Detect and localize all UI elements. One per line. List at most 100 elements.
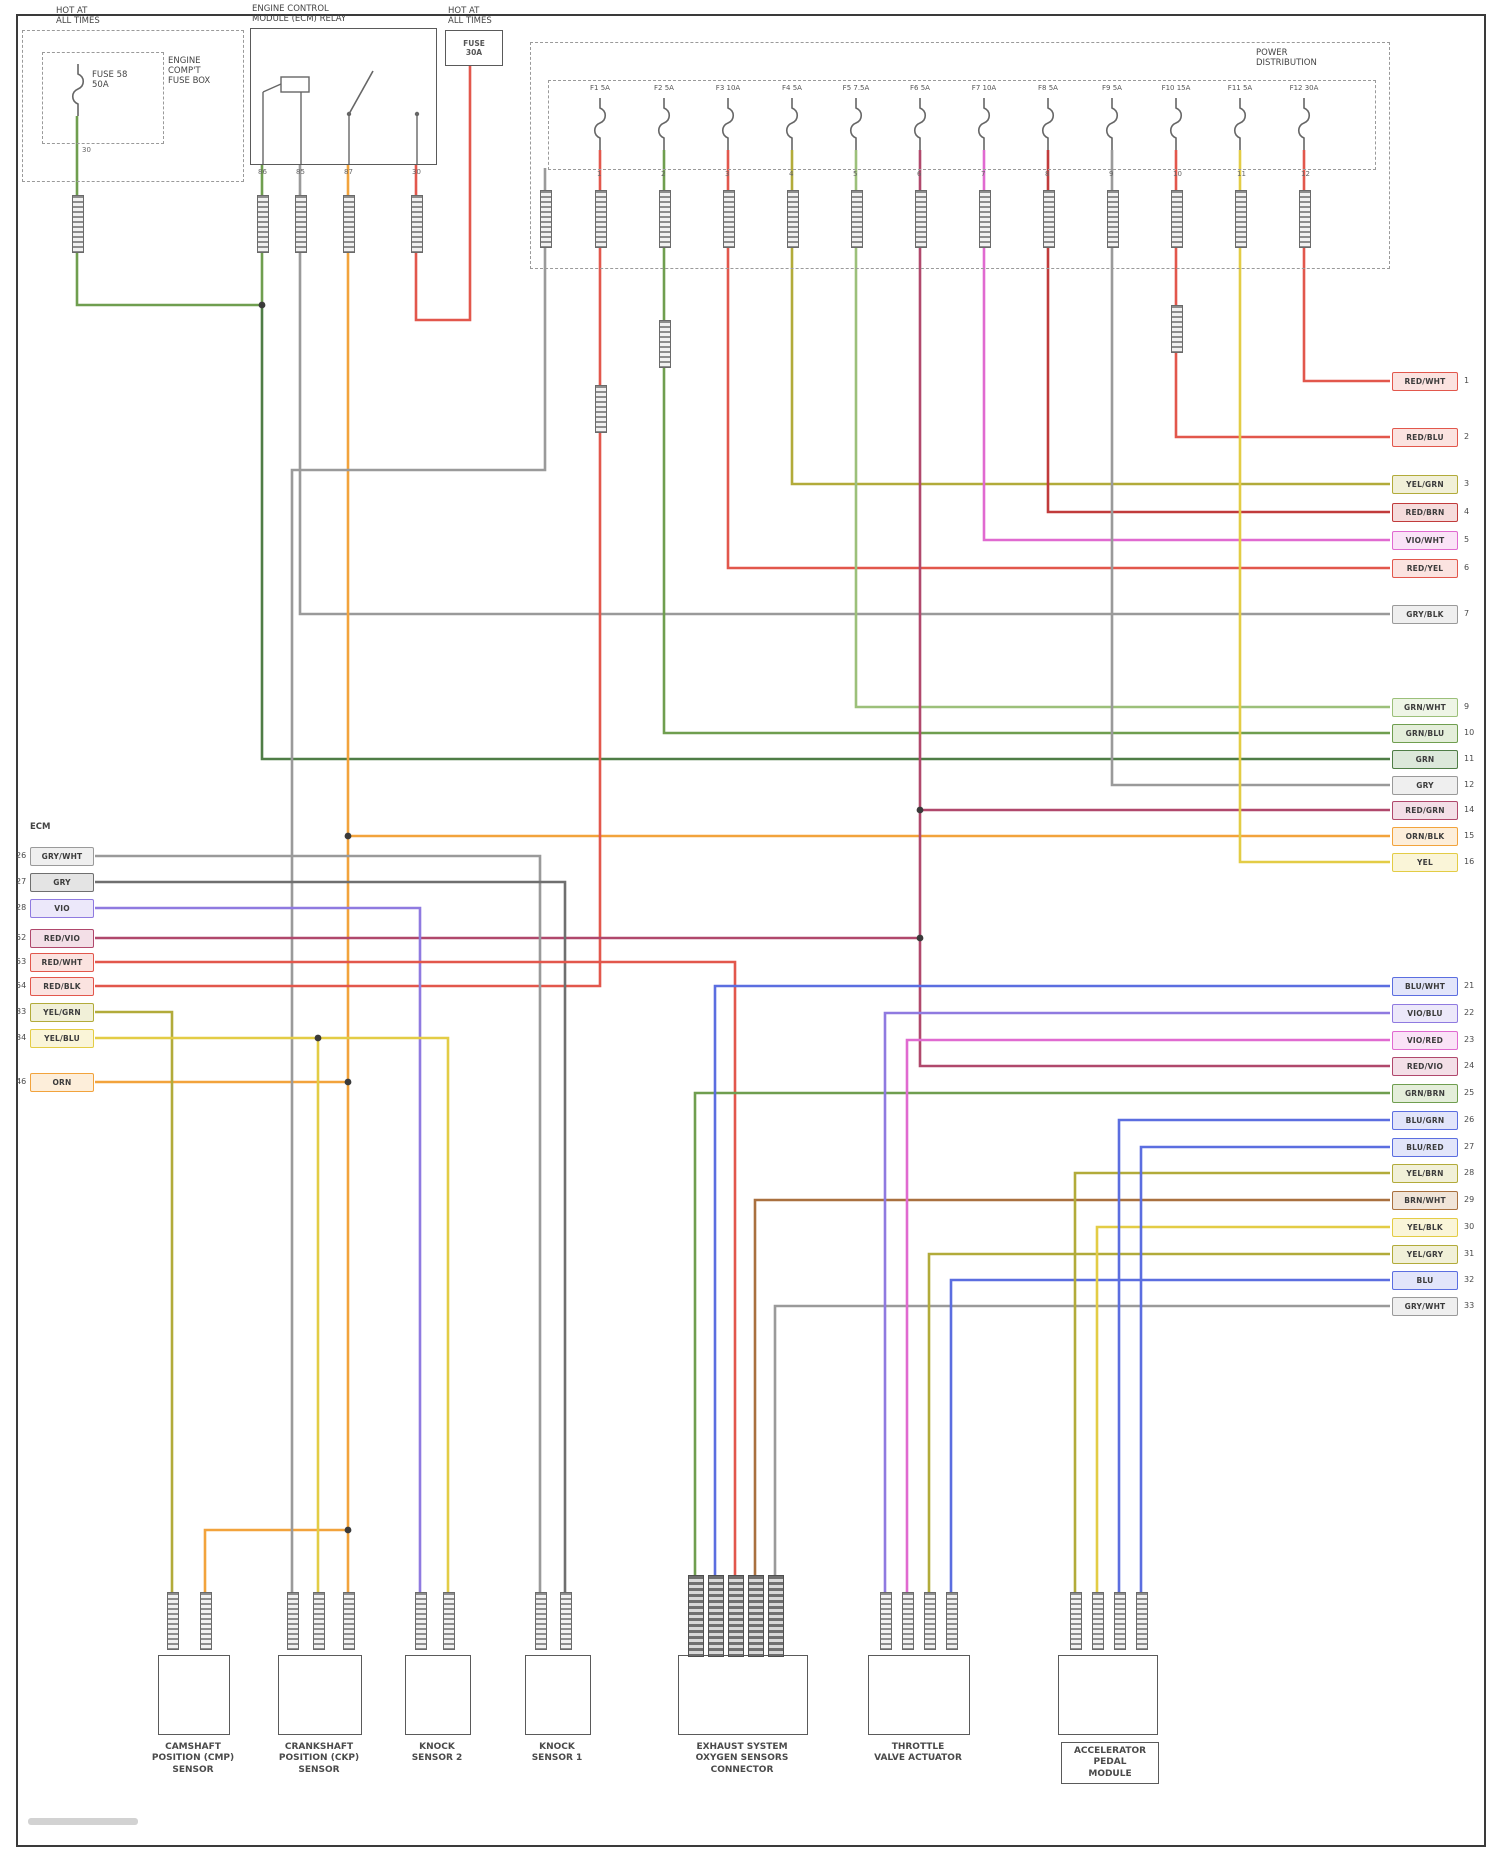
wire-destination-label: ORN/BLK — [1392, 827, 1458, 846]
wire-destination-pin: 1 — [1464, 376, 1470, 385]
wire-gray — [95, 854, 542, 1592]
fuse-30a-box: FUSE 30A — [445, 30, 503, 66]
fuse-label: F11 5A — [1227, 84, 1253, 92]
splice-dot — [344, 1526, 352, 1534]
wire-destination-label: RED/BLU — [1392, 428, 1458, 447]
wire-magenta — [905, 1038, 1390, 1592]
power-distribution-box — [530, 42, 1390, 269]
wire-destination-label: VIO/BLU — [1392, 1004, 1458, 1023]
power-distribution-title: POWER DISTRIBUTION — [1256, 48, 1317, 69]
connector-symbol — [1235, 190, 1247, 248]
wire-destination-pin: 26 — [1464, 1115, 1475, 1124]
component-label-line: KNOCK — [419, 1742, 455, 1752]
fuse-pin-number: 2 — [661, 170, 666, 178]
wire-destination-pin: 25 — [1464, 1088, 1475, 1097]
fuse-pin-number: 3 — [725, 170, 730, 178]
fuse-label: F5 7.5A — [842, 84, 870, 92]
wire-destination-pin: 6 — [1464, 563, 1470, 572]
splice-dot — [258, 301, 266, 309]
wire-destination-pin: 21 — [1464, 981, 1475, 990]
ecm-header: ECM — [30, 822, 51, 832]
wire-destination-label: BRN/WHT — [1392, 1191, 1458, 1210]
wire-blue — [1117, 1118, 1390, 1592]
connector-symbol — [295, 195, 307, 253]
component-pin-connector — [946, 1592, 958, 1650]
fuse-pin-number: 6 — [917, 170, 922, 178]
fuse-label: F2 5A — [654, 84, 674, 92]
wire-violet — [883, 1011, 1390, 1592]
component-label: EXHAUST SYSTEM OXYGEN SENSORS CONNECTOR — [662, 1742, 822, 1776]
left-fuse-box — [22, 30, 244, 182]
component-label-line: CAMSHAFT — [165, 1742, 221, 1752]
component-pin-connector — [1136, 1592, 1148, 1650]
wire-orange — [203, 1528, 348, 1592]
wire-destination-label: YEL/GRY — [1392, 1245, 1458, 1264]
fuse-symbol — [848, 98, 864, 154]
wire-destination-label: VIO/RED — [1392, 1031, 1458, 1050]
fuse-symbol — [720, 98, 736, 154]
wire-destination-pin: 32 — [1464, 1275, 1475, 1284]
wire-destination-label: RED/WHT — [1392, 372, 1458, 391]
wire-destination-label: GRN/BLU — [1392, 724, 1458, 743]
wire-destination-label: RED/VIO — [1392, 1057, 1458, 1076]
relay-symbol — [262, 70, 420, 164]
connector-symbol — [540, 190, 552, 248]
wire-source-label: ORN — [30, 1073, 94, 1092]
splice-dot — [344, 832, 352, 840]
wire-destination-label: RED/GRN — [1392, 801, 1458, 820]
wire-source-label: GRY — [30, 873, 94, 892]
wire-destination-pin: 27 — [1464, 1142, 1475, 1151]
connector-symbol — [343, 195, 355, 253]
wire-dkgray — [95, 880, 567, 1592]
connector-symbol — [595, 190, 607, 248]
wire-destination-pin: 7 — [1464, 609, 1470, 618]
wire-blue — [713, 984, 1390, 1575]
wire-destination-label: RED/BRN — [1392, 503, 1458, 522]
relay-pin-30: 30 — [412, 168, 421, 176]
fuse-label: F6 5A — [910, 84, 930, 92]
fuse-symbol — [976, 98, 992, 154]
component-box — [525, 1655, 591, 1735]
component-label-line: EXHAUST SYSTEM — [696, 1742, 788, 1752]
hot-at-all-times-mid: HOT AT ALL TIMES — [448, 6, 492, 27]
wire-destination-label: GRY — [1392, 776, 1458, 795]
left-fuse-box-title: ENGINE COMP'T FUSE BOX — [168, 56, 211, 87]
connector-symbol — [1043, 190, 1055, 248]
fuse-symbol — [784, 98, 800, 154]
component-label-line: SENSOR — [172, 1764, 214, 1775]
connector-symbol — [979, 190, 991, 248]
connector-symbol — [915, 190, 927, 248]
footer-watermark — [28, 1818, 138, 1825]
wire-destination-label: YEL — [1392, 853, 1458, 872]
connector-symbol — [659, 320, 671, 368]
wire-destination-label: YEL/BRN — [1392, 1164, 1458, 1183]
wire-destination-pin: 15 — [1464, 831, 1475, 840]
component-pin-connector — [415, 1592, 427, 1650]
wire-red — [95, 960, 737, 1575]
fuse-symbol — [1232, 98, 1248, 154]
wire-maroon — [918, 150, 1390, 1068]
component-pin-connector — [443, 1592, 455, 1650]
component-label-line: ACCELERATOR — [1073, 1746, 1147, 1756]
wire-destination-pin: 2 — [1464, 432, 1470, 441]
wire-destination-label: GRN/BRN — [1392, 1084, 1458, 1103]
wire-source-pin: 26 — [16, 851, 27, 860]
wire-destination-pin: 22 — [1464, 1008, 1475, 1017]
wire-destination-label: BLU/RED — [1392, 1138, 1458, 1157]
component-box — [678, 1655, 808, 1735]
wire-source-pin: 52 — [16, 933, 27, 942]
component-box — [1058, 1655, 1158, 1735]
fuse-pin-number: 7 — [981, 170, 986, 178]
wire-darkred — [1046, 150, 1390, 514]
component-pin-connector — [287, 1592, 299, 1650]
wire-destination-pin: 30 — [1464, 1222, 1475, 1231]
wire-destination-label: RED/YEL — [1392, 559, 1458, 578]
fuse-label: F3 10A — [715, 84, 741, 92]
wire-olive — [1073, 1171, 1390, 1592]
wire-yellow — [1238, 150, 1390, 864]
connector-symbol — [1299, 190, 1311, 248]
wire-source-pin: 33 — [16, 1007, 27, 1016]
component-pin-connector — [768, 1575, 784, 1657]
component-label-line: SENSOR 2 — [411, 1753, 463, 1764]
wire-source-pin: 27 — [16, 877, 27, 886]
